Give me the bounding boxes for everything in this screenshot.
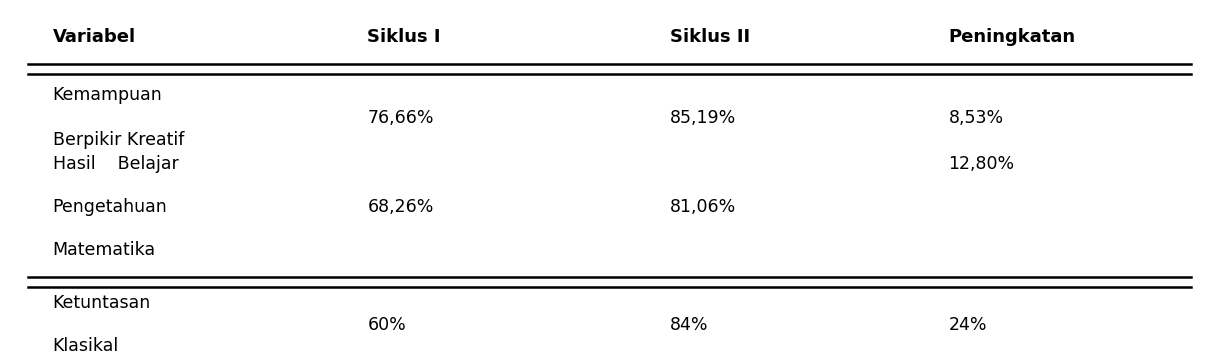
Text: Variabel: Variabel bbox=[52, 28, 135, 46]
Text: Peningkatan: Peningkatan bbox=[948, 28, 1075, 46]
Text: 60%: 60% bbox=[367, 316, 406, 334]
Text: Pengetahuan: Pengetahuan bbox=[52, 198, 167, 216]
Text: Siklus II: Siklus II bbox=[670, 28, 750, 46]
Text: Hasil    Belajar: Hasil Belajar bbox=[52, 155, 178, 173]
Text: 84%: 84% bbox=[670, 316, 708, 334]
Text: Kemampuan: Kemampuan bbox=[52, 87, 162, 104]
Text: Matematika: Matematika bbox=[52, 241, 156, 259]
Text: 76,66%: 76,66% bbox=[367, 109, 434, 127]
Text: 81,06%: 81,06% bbox=[670, 198, 736, 216]
Text: Ketuntasan: Ketuntasan bbox=[52, 294, 151, 312]
Text: 8,53%: 8,53% bbox=[948, 109, 1003, 127]
Text: 24%: 24% bbox=[948, 316, 987, 334]
Text: Berpikir Kreatif: Berpikir Kreatif bbox=[52, 131, 184, 149]
Text: Klasikal: Klasikal bbox=[52, 337, 118, 355]
Text: 12,80%: 12,80% bbox=[948, 155, 1014, 173]
Text: Siklus I: Siklus I bbox=[367, 28, 441, 46]
Text: 85,19%: 85,19% bbox=[670, 109, 736, 127]
Text: 68,26%: 68,26% bbox=[367, 198, 434, 216]
